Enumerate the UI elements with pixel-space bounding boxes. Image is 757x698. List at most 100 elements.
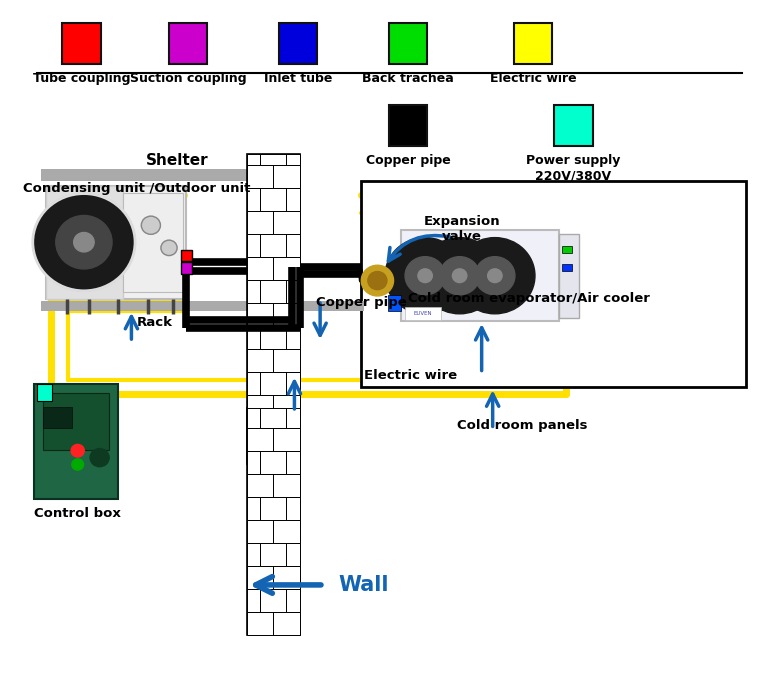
Bar (286, 234, 300, 257)
Bar (247, 474, 273, 497)
Circle shape (405, 257, 445, 295)
Bar (247, 408, 260, 428)
Bar (260, 451, 286, 474)
Text: Copper pipe: Copper pipe (366, 154, 450, 168)
Bar (260, 418, 286, 441)
Bar (514, 23, 552, 64)
Bar (273, 428, 300, 451)
Text: Rack: Rack (136, 316, 173, 329)
Bar (169, 23, 207, 64)
Bar (247, 395, 273, 418)
Text: Shelter: Shelter (145, 153, 208, 168)
Bar (401, 230, 559, 321)
Bar (37, 384, 52, 401)
Bar (389, 105, 427, 146)
Bar (247, 303, 273, 326)
Bar (286, 372, 300, 395)
Bar (273, 520, 300, 543)
Bar (46, 186, 185, 299)
Bar (41, 301, 364, 311)
Bar (286, 154, 300, 165)
Bar (260, 543, 286, 566)
Bar (247, 326, 260, 349)
Circle shape (418, 269, 432, 283)
Bar (260, 326, 286, 349)
Text: Suction coupling: Suction coupling (129, 72, 246, 85)
Bar (247, 566, 273, 589)
Circle shape (90, 449, 109, 467)
Bar (260, 372, 286, 395)
Bar (273, 474, 300, 497)
Circle shape (440, 257, 480, 295)
Bar (273, 257, 300, 280)
Bar (247, 349, 273, 372)
Bar (182, 262, 192, 274)
Bar (247, 418, 260, 441)
Text: Back trachea: Back trachea (363, 72, 454, 85)
Bar (247, 257, 273, 280)
Circle shape (455, 237, 535, 314)
Bar (273, 612, 300, 635)
Bar (273, 303, 300, 326)
Circle shape (488, 269, 502, 283)
Bar (247, 428, 273, 451)
Bar (62, 23, 101, 64)
Bar (247, 441, 273, 464)
Circle shape (161, 240, 177, 255)
Circle shape (71, 445, 84, 457)
Text: Power supply
220V/380V: Power supply 220V/380V (526, 154, 621, 182)
Bar (247, 211, 273, 234)
Bar (247, 165, 273, 188)
Text: Condensing unit /Outdoor unit: Condensing unit /Outdoor unit (23, 182, 251, 195)
Text: EUVEN: EUVEN (413, 311, 432, 316)
Bar (559, 234, 579, 318)
Bar (273, 566, 300, 589)
Bar (123, 193, 183, 292)
Bar (273, 349, 300, 372)
Bar (273, 165, 300, 188)
Circle shape (475, 257, 515, 295)
Circle shape (368, 272, 387, 290)
Bar (247, 520, 273, 543)
Bar (182, 250, 192, 261)
Bar (286, 497, 300, 520)
Text: Wall: Wall (338, 575, 389, 595)
Bar (562, 246, 572, 253)
Text: Cold room evaporator/Air cooler: Cold room evaporator/Air cooler (409, 292, 650, 305)
Circle shape (419, 237, 500, 314)
Bar (247, 154, 300, 464)
Bar (46, 186, 123, 299)
Bar (260, 497, 286, 520)
Bar (360, 181, 746, 387)
Bar (260, 408, 286, 428)
Bar (286, 326, 300, 349)
Bar (247, 451, 260, 474)
Circle shape (56, 216, 112, 269)
Text: Cold room panels: Cold room panels (456, 419, 587, 432)
Bar (554, 105, 593, 146)
Circle shape (361, 265, 394, 296)
Text: Tube coupling: Tube coupling (33, 72, 130, 85)
Bar (42, 407, 72, 428)
Bar (247, 280, 260, 303)
Bar (286, 543, 300, 566)
Bar (273, 211, 300, 234)
Bar (247, 589, 260, 612)
Bar (388, 295, 401, 311)
Bar (260, 188, 286, 211)
Text: Electric wire: Electric wire (490, 72, 576, 85)
Circle shape (385, 237, 466, 314)
Bar (389, 23, 427, 64)
Bar (247, 154, 260, 165)
Bar (286, 589, 300, 612)
Bar (260, 234, 286, 257)
Circle shape (33, 193, 135, 291)
Bar (34, 384, 118, 499)
Text: Electric wire: Electric wire (364, 369, 457, 382)
Bar (286, 188, 300, 211)
Bar (286, 418, 300, 441)
Bar (273, 395, 300, 418)
Bar (247, 234, 260, 257)
Bar (247, 612, 273, 635)
Circle shape (72, 459, 83, 470)
